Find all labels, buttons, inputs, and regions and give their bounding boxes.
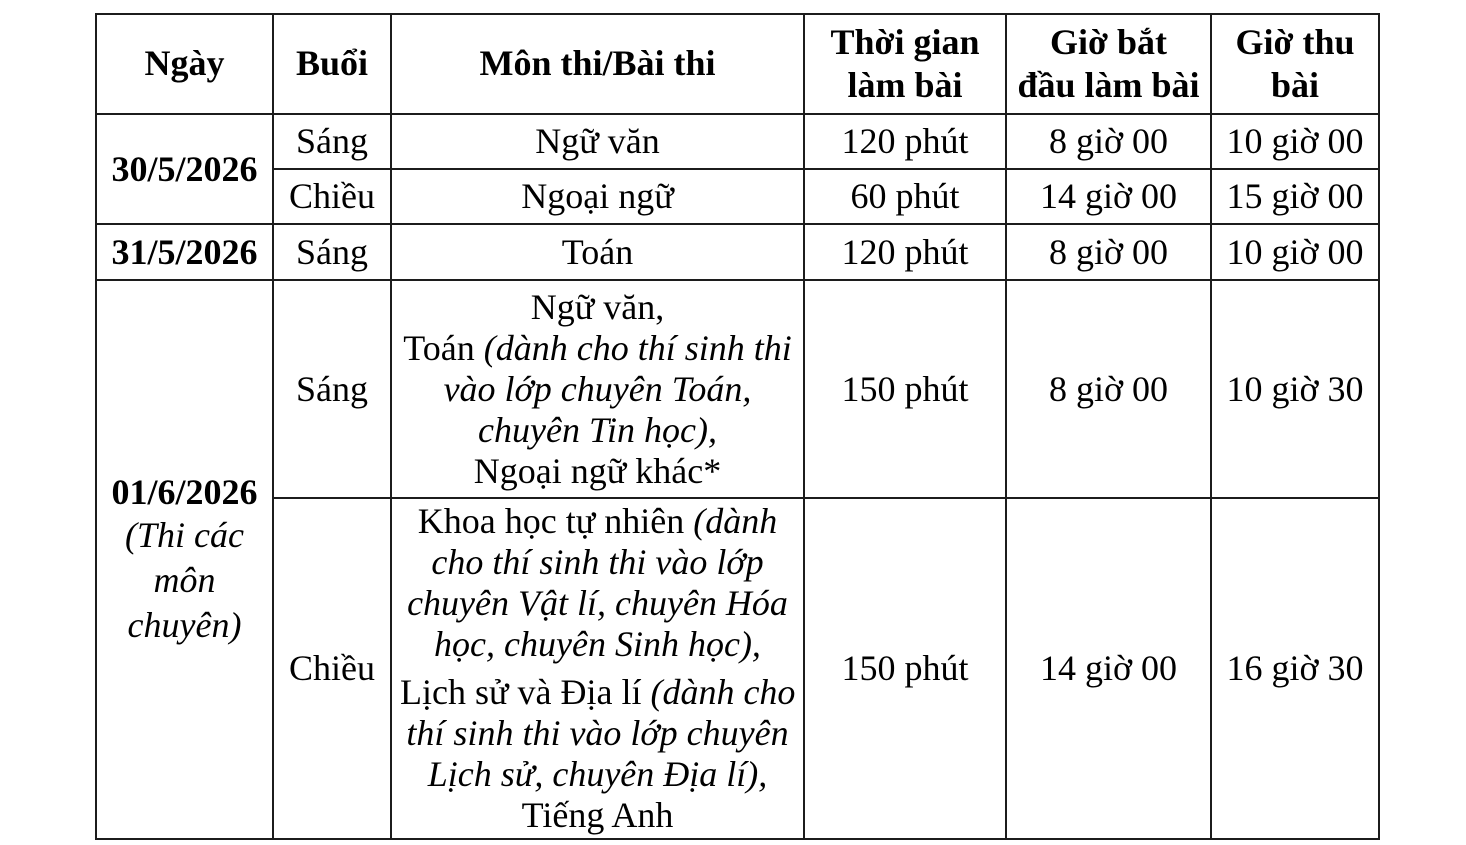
cell-r5-start: 14 giờ 00 xyxy=(1005,497,1212,840)
cell-r5-collect: 16 giờ 30 xyxy=(1210,497,1380,840)
header-collect: Giờ thu bài xyxy=(1210,13,1380,115)
table-row: Chiều Khoa học tự nhiên (dành cho thí sin… xyxy=(96,497,1380,840)
cell-date-01-6: 01/6/2026 (Thi các môn chuyên) xyxy=(95,279,274,840)
cell-r1-duration: 120 phút xyxy=(803,113,1007,170)
header-duration: Thời gian làm bài xyxy=(803,13,1007,115)
cell-r1-collect: 10 giờ 00 xyxy=(1210,113,1380,170)
cell-r4-start: 8 giờ 00 xyxy=(1005,279,1212,499)
cell-date-30-5: 30/5/2026 xyxy=(95,113,274,225)
cell-r2-start: 14 giờ 00 xyxy=(1005,168,1212,225)
cell-r2-collect: 15 giờ 00 xyxy=(1210,168,1380,225)
cell-r3-subject: Toán xyxy=(390,223,805,281)
table-row: 31/5/2026 Sáng Toán 120 phút 8 giờ 00 10… xyxy=(95,223,1380,281)
header-date: Ngày xyxy=(95,13,274,115)
cell-r1-session: Sáng xyxy=(272,113,392,170)
cell-r3-start: 8 giờ 00 xyxy=(1005,223,1212,281)
cell-r1-start: 8 giờ 00 xyxy=(1005,113,1212,170)
cell-r4-collect: 10 giờ 30 xyxy=(1210,279,1380,499)
cell-date-31-5: 31/5/2026 xyxy=(95,223,274,281)
cell-r3-session: Sáng xyxy=(272,223,392,281)
cell-r2-duration: 60 phút xyxy=(803,168,1007,225)
header-session: Buổi xyxy=(272,13,392,115)
table-header-row: Ngày Buổi Môn thi/Bài thi Thời gian làm … xyxy=(95,13,1380,115)
header-start: Giờ bắt đầu làm bài xyxy=(1005,13,1212,115)
cell-r1-subject: Ngữ văn xyxy=(390,113,805,170)
cell-r4-subject: Ngữ văn, Toán (dành cho thí sinh thi vào l… xyxy=(390,279,805,499)
table-row: 01/6/2026 (Thi các môn chuyên) Sáng Ngữ … xyxy=(95,279,1380,840)
cell-r2-session: Chiều xyxy=(272,168,392,225)
subject-rich-text: Khoa học tự nhiên (dành cho thí sinh thi … xyxy=(400,501,796,835)
cell-r4-duration: 150 phút xyxy=(803,279,1007,499)
cell-r3-duration: 120 phút xyxy=(803,223,1007,281)
date-note: (Thi các môn chuyên) xyxy=(125,515,244,646)
cell-r5-subject: Khoa học tự nhiên (dành cho thí sinh thi … xyxy=(390,497,805,840)
subject-rich-text: Ngữ văn, Toán (dành cho thí sinh thi vào l… xyxy=(403,286,792,491)
date-label: 01/6/2026 xyxy=(111,471,258,512)
date-label: 31/5/2026 xyxy=(111,231,258,272)
header-subject: Môn thi/Bài thi xyxy=(390,13,805,115)
cell-r3-collect: 10 giờ 00 xyxy=(1210,223,1380,281)
cell-r4-session: Sáng xyxy=(272,279,392,499)
cell-r2-subject: Ngoại ngữ xyxy=(390,168,805,225)
date-label: 30/5/2026 xyxy=(111,148,258,189)
table-row: Chiều Ngoại ngữ 60 phút 14 giờ 00 15 giờ… xyxy=(96,168,1380,225)
cell-r5-session: Chiều xyxy=(272,497,392,840)
table-row: 30/5/2026 Sáng Ngữ văn 120 phút 8 giờ 00… xyxy=(95,113,1380,225)
cell-r5-duration: 150 phút xyxy=(803,497,1007,840)
exam-schedule-table: Ngày Buổi Môn thi/Bài thi Thời gian làm … xyxy=(95,13,1380,840)
